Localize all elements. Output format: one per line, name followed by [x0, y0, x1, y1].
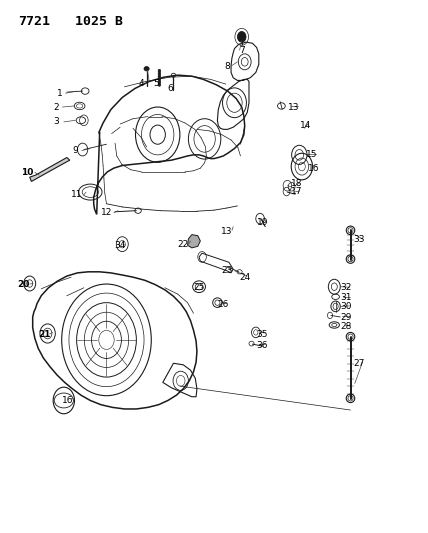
Text: 30: 30	[341, 302, 352, 311]
Text: 22: 22	[178, 240, 189, 249]
Circle shape	[158, 83, 160, 86]
Text: 27: 27	[354, 359, 365, 368]
Text: 6: 6	[168, 84, 173, 93]
Text: 28: 28	[341, 321, 352, 330]
Text: 16: 16	[308, 164, 320, 173]
Text: 9: 9	[72, 146, 78, 155]
Text: 21: 21	[38, 329, 51, 338]
Text: 24: 24	[239, 273, 250, 281]
Text: 32: 32	[341, 283, 352, 292]
Text: 23: 23	[221, 266, 232, 275]
Text: 3: 3	[53, 117, 59, 126]
Text: 2: 2	[54, 102, 59, 111]
Text: 5: 5	[154, 78, 159, 87]
Text: 13: 13	[288, 102, 300, 111]
Text: 1: 1	[56, 88, 62, 98]
Circle shape	[158, 69, 160, 72]
Text: 26: 26	[218, 300, 229, 309]
Circle shape	[238, 31, 246, 42]
Text: 8: 8	[225, 62, 231, 70]
Polygon shape	[187, 235, 200, 248]
Text: 31: 31	[341, 293, 352, 302]
Text: 1025 B: 1025 B	[75, 14, 123, 28]
Text: 33: 33	[353, 236, 365, 245]
Circle shape	[158, 75, 160, 78]
Text: 35: 35	[256, 329, 268, 338]
Text: 16: 16	[62, 396, 74, 405]
Text: 15: 15	[306, 150, 317, 159]
Circle shape	[158, 78, 160, 81]
Text: 11: 11	[71, 190, 82, 199]
Polygon shape	[30, 158, 70, 181]
Circle shape	[158, 72, 160, 75]
Text: 36: 36	[256, 341, 268, 350]
Text: 4: 4	[139, 78, 144, 87]
Ellipse shape	[144, 67, 149, 71]
Text: 25: 25	[193, 283, 204, 292]
Text: 20: 20	[18, 279, 30, 288]
Circle shape	[158, 80, 160, 84]
Text: 13: 13	[221, 227, 232, 236]
Text: 7: 7	[239, 46, 245, 55]
Text: 34: 34	[114, 241, 126, 250]
Text: 29: 29	[341, 312, 352, 321]
Text: 7721: 7721	[18, 14, 50, 28]
Text: 14: 14	[300, 121, 311, 130]
Text: 12: 12	[101, 208, 112, 217]
Text: 18: 18	[291, 179, 303, 188]
Text: 19: 19	[257, 219, 269, 228]
Text: 10: 10	[21, 168, 33, 177]
Text: 17: 17	[291, 187, 303, 196]
